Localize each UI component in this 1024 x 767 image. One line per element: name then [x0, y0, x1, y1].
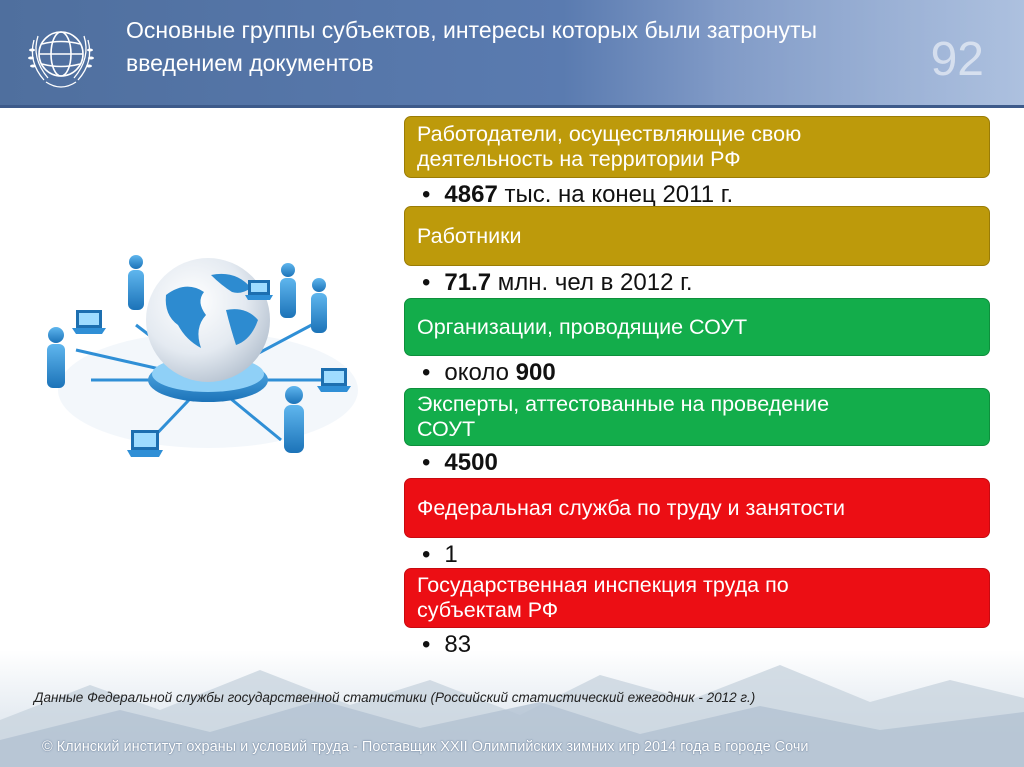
group-label: Федеральная служба по труду и занятости [417, 495, 846, 520]
group-label: Организации, проводящие СОУТ [417, 314, 748, 339]
group-value-experts: • 4500 [422, 448, 498, 478]
bullet-icon: • [422, 181, 431, 208]
group-label: деятельность на территории РФ [417, 147, 741, 171]
un-globe-wreath-logo-icon [28, 31, 94, 88]
group-box-labor-inspection: Государственная инспекция труда по субъе… [404, 568, 990, 628]
network-globe-illustration [47, 255, 358, 457]
page-title-line-2: введением документов [126, 50, 374, 76]
group-label: Работодатели, осуществляющие свою [417, 122, 802, 146]
bullet-icon: • [422, 269, 431, 296]
group-label: субъектам РФ [417, 598, 559, 622]
group-value-employers: • 4867 тыс. на конец 2011 г. [422, 180, 733, 210]
value-text: 83 [444, 631, 472, 658]
footer-copyright: © Клинский институт охраны и условий тру… [42, 739, 809, 755]
header-divider [0, 105, 1024, 108]
value-bold: 71.7 [444, 269, 492, 296]
page-title: Основные группы субъектов, интересы кото… [126, 14, 916, 80]
group-label: СОУТ [417, 417, 476, 441]
group-box-employers: Работодатели, осуществляющие свою деятел… [404, 116, 990, 178]
value-bold: 4500 [444, 449, 498, 476]
page-number: 92 [930, 33, 984, 86]
bullet-icon: • [422, 449, 431, 476]
group-value-sout-organizations: • около 900 [422, 358, 556, 388]
page-title-line-1: Основные группы субъектов, интересы кото… [126, 17, 818, 43]
value-bold: 4867 [444, 181, 498, 208]
value-text: млн. чел в 2012 г. [491, 269, 693, 296]
group-box-experts: Эксперты, аттестованные на проведение СО… [404, 388, 990, 446]
group-label: Эксперты, аттестованные на проведение [417, 392, 830, 416]
group-label: Государственная инспекция труда по [417, 573, 789, 597]
bullet-icon: • [422, 359, 431, 386]
bullet-icon: • [422, 541, 431, 568]
group-box-federal-labor-service: Федеральная служба по труду и занятости [404, 478, 990, 538]
value-bold: 900 [515, 359, 556, 386]
group-box-workers: Работники [404, 206, 990, 266]
group-value-federal-labor-service: • 1 [422, 540, 458, 570]
group-value-workers: • 71.7 млн. чел в 2012 г. [422, 268, 693, 298]
group-value-labor-inspection: • 83 [422, 630, 471, 660]
mountains-background-image [0, 665, 1024, 767]
header-sheen [704, 0, 1024, 108]
value-prefix: около [444, 359, 516, 386]
header-bar: Основные группы субъектов, интересы кото… [0, 0, 1024, 108]
group-box-sout-organizations: Организации, проводящие СОУТ [404, 298, 990, 356]
source-note: Данные Федеральной службы государственно… [34, 690, 756, 705]
value-text: 1 [444, 541, 458, 568]
value-text: тыс. на конец 2011 г. [497, 181, 734, 208]
group-label: Работники [417, 223, 522, 248]
bullet-icon: • [422, 631, 431, 658]
